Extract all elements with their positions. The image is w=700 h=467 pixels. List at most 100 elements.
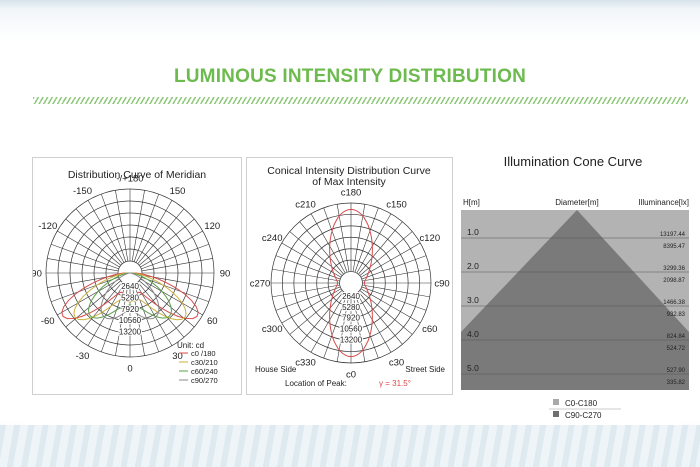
- meridian-spoke-350: [115, 190, 129, 262]
- meridian-ring-label: 2640: [121, 282, 139, 291]
- cone-illuminance-c0: 824.84: [667, 334, 686, 340]
- conical-spoke-310: [289, 231, 343, 276]
- conical-spoke-240: [281, 288, 342, 324]
- conical-spoke-130: [359, 290, 413, 335]
- meridian-spoke-80: [141, 258, 213, 272]
- meridian-spoke-140: [137, 281, 185, 338]
- cone-illuminance-c90: 2098.87: [663, 278, 685, 284]
- conical-title-line2: of Max Intensity: [312, 176, 386, 188]
- conical-angle-label: c60: [422, 324, 437, 335]
- house-side-label: House Side: [255, 365, 297, 374]
- conical-angle-labels: c180 c150 c120 c90 c60 c30 c0 c330 c300 c270 c240 c…: [250, 188, 450, 381]
- cone-chart: Illumination Cone Curve H[m] Diameter[m]…: [461, 154, 689, 420]
- meridian-spoke-250: [50, 276, 119, 303]
- cone-height-label: 3.0: [467, 295, 479, 305]
- meridian-angle-label: 90: [220, 269, 231, 280]
- meridian-curve: [73, 272, 187, 321]
- meridian-angle-labels: -/+180 150 120 90 60 30 0 -30 -60 -90 -120 -150: [28, 174, 231, 375]
- conical-spoke-250: [275, 286, 341, 311]
- meridian-spoke-10: [131, 190, 145, 262]
- wave-band: [0, 425, 700, 467]
- meridian-legend-label: c0 /180: [191, 349, 216, 358]
- peak-location-label: Location of Peak:: [285, 379, 347, 388]
- conical-spoke-320: [299, 221, 344, 275]
- meridian-curves: [61, 272, 199, 321]
- cone-legend-label: C0-C180: [565, 399, 598, 408]
- conical-spoke-340: [323, 207, 348, 273]
- meridian-curve: [87, 272, 173, 319]
- conical-spoke-40: [358, 221, 403, 275]
- conical-curves: [329, 208, 373, 358]
- conical-spoke-20: [354, 207, 379, 273]
- conical-spoke-200: [323, 293, 348, 359]
- conical-angle-label: c210: [295, 200, 316, 211]
- meridian-angle-label: -120: [38, 221, 57, 232]
- meridian-angle-label: -90: [33, 269, 42, 280]
- cone-illuminance-c0: 1466.38: [663, 300, 685, 306]
- cone-col-diameter: Diameter[m]: [555, 198, 599, 207]
- meridian-spoke-310: [65, 218, 122, 266]
- meridian-legend-label: c30/210: [191, 358, 218, 367]
- meridian-spoke-280: [47, 258, 119, 272]
- meridian-ring-label: 13200: [119, 328, 142, 337]
- cone-legend-swatch: [553, 411, 559, 417]
- meridian-unit: Unit: cd: [177, 341, 204, 350]
- meridian-spoke-190: [115, 284, 129, 356]
- meridian-spoke-220: [75, 281, 123, 338]
- meridian-spoke-320: [75, 208, 123, 265]
- meridian-title: Distribution Curve of Meridian: [68, 169, 206, 181]
- conical-spoke-70: [361, 255, 427, 280]
- meridian-polar-chart: Distribution Curve of Meridian -/+180 150…: [28, 169, 231, 385]
- conical-spoke-330: [310, 213, 346, 274]
- meridian-legend-label: c60/240: [191, 367, 218, 376]
- meridian-panel: Distribution Curve of Meridian -/+180 150…: [28, 157, 242, 395]
- meridian-spoke-170: [131, 284, 145, 356]
- meridian-spoke-240: [57, 278, 120, 316]
- meridian-spoke-30: [135, 200, 173, 263]
- meridian-spoke-290: [50, 243, 119, 270]
- conical-title-line1: Conical Intensity Distribution Curve: [267, 165, 431, 177]
- cone-legend-swatch: [553, 399, 559, 405]
- conical-angle-label: c180: [341, 188, 362, 199]
- street-side-label: Street Side: [405, 365, 445, 374]
- conical-angle-label: c330: [295, 357, 316, 368]
- cone-rows: 1.0 13197.44 8395.47 2.0 3299.36 2098.87 3.0 14…: [461, 227, 689, 386]
- meridian-curve: [100, 272, 160, 320]
- cone-title: Illumination Cone Curve: [504, 154, 643, 169]
- conical-spoke-50: [359, 231, 413, 276]
- conical-spoke-60: [360, 242, 421, 278]
- meridian-ring-labels: 2640 5280 7920 10560 13200: [118, 281, 143, 338]
- meridian-angle-label: -60: [41, 316, 55, 327]
- cone-panel: Illumination Cone Curve H[m] Diameter[m]…: [461, 150, 689, 430]
- conical-spoke-280: [272, 268, 340, 282]
- meridian-spoke-130: [138, 280, 195, 328]
- conical-spoke-140: [358, 291, 403, 345]
- conical-spoke-300: [281, 242, 342, 278]
- conical-ring-label: 2640: [342, 292, 360, 301]
- cone-illuminance-c90: 524.72: [667, 346, 686, 352]
- conical-grid: [270, 202, 432, 364]
- meridian-spoke-60: [140, 230, 203, 268]
- meridian-ring-label: 7920: [121, 305, 139, 314]
- meridian-angle-label: -/+180: [116, 174, 143, 185]
- conical-curve: [329, 208, 373, 358]
- conical-ring-label: 7920: [342, 314, 360, 323]
- cone-illuminance-c0: 527.90: [667, 368, 686, 374]
- page-title: LUMINOUS INTENSITY DISTRIBUTION: [173, 66, 527, 87]
- cone-illuminance-c0: 13197.44: [660, 232, 686, 238]
- meridian-spoke-300: [57, 230, 120, 268]
- meridian-angle-label: 120: [204, 221, 220, 232]
- conical-spoke-120: [360, 288, 421, 324]
- conical-angle-label: c240: [262, 233, 283, 244]
- cone-illuminance-c90: 8395.47: [663, 244, 685, 250]
- meridian-spoke-340: [100, 193, 127, 262]
- cone-col-h: H[m]: [463, 198, 480, 207]
- meridian-ring-label: 10560: [119, 316, 142, 325]
- meridian-spoke-230: [65, 280, 122, 328]
- conical-spoke-80: [362, 268, 430, 282]
- cone-legend-label: C90-C270: [565, 411, 602, 420]
- cone-height-label: 4.0: [467, 329, 479, 339]
- meridian-legend-label: c90/270: [191, 376, 218, 385]
- conical-ring-1: [339, 271, 363, 295]
- meridian-curve: [61, 272, 199, 320]
